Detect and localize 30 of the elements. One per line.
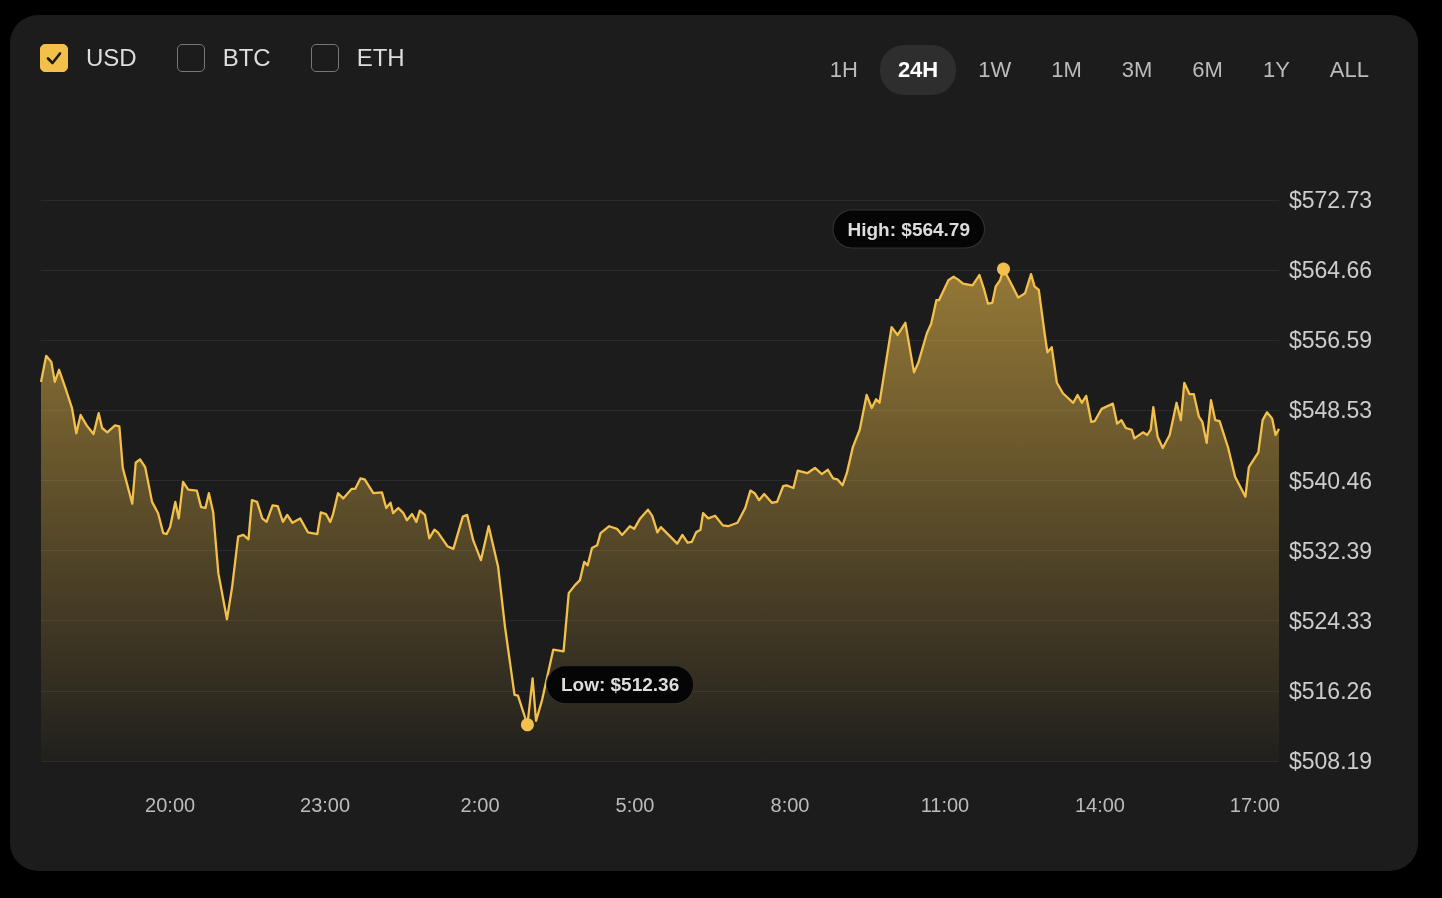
text: 1H <box>828 56 859 84</box>
x-tick-label: 23:00 <box>300 794 351 816</box>
y-tick-label: $572.73 <box>1289 187 1373 213</box>
x-tick-label: 17:00 <box>1229 794 1280 816</box>
x-tick-label: 5:00 <box>615 794 655 816</box>
text: 1M <box>1050 56 1083 84</box>
y-tick-label: $564.66 <box>1289 257 1373 284</box>
text: BTC <box>222 44 271 72</box>
text: 1W <box>977 56 1013 84</box>
x-tick-label: 20:00 <box>145 794 196 816</box>
x-tick-label: 14:00 <box>1074 794 1125 816</box>
y-tick-label: $532.39 <box>1289 537 1373 564</box>
text: USD <box>86 44 137 72</box>
annotation: High: $564.79 <box>847 218 971 240</box>
x-tick-label: 2:00 <box>460 794 500 816</box>
y-tick-label: $548.53 <box>1289 397 1373 424</box>
text: 24H <box>879 45 957 95</box>
y-tick-label: $556.59 <box>1289 327 1373 354</box>
x-tick-label: 8:00 <box>770 794 810 816</box>
text: 1Y <box>1261 56 1291 84</box>
y-tick-label: $524.33 <box>1289 607 1373 634</box>
y-tick-label: $540.46 <box>1289 467 1373 494</box>
y-tick-label: $508.19 <box>1289 748 1373 774</box>
text: 3M <box>1120 56 1154 84</box>
y-tick-label: $516.26 <box>1289 677 1373 704</box>
text: ALL <box>1328 56 1370 84</box>
text: ETH <box>356 44 405 72</box>
text: 6M <box>1191 56 1224 84</box>
annotation: Low: $512.36 <box>560 674 680 696</box>
x-tick-label: 11:00 <box>920 794 970 816</box>
